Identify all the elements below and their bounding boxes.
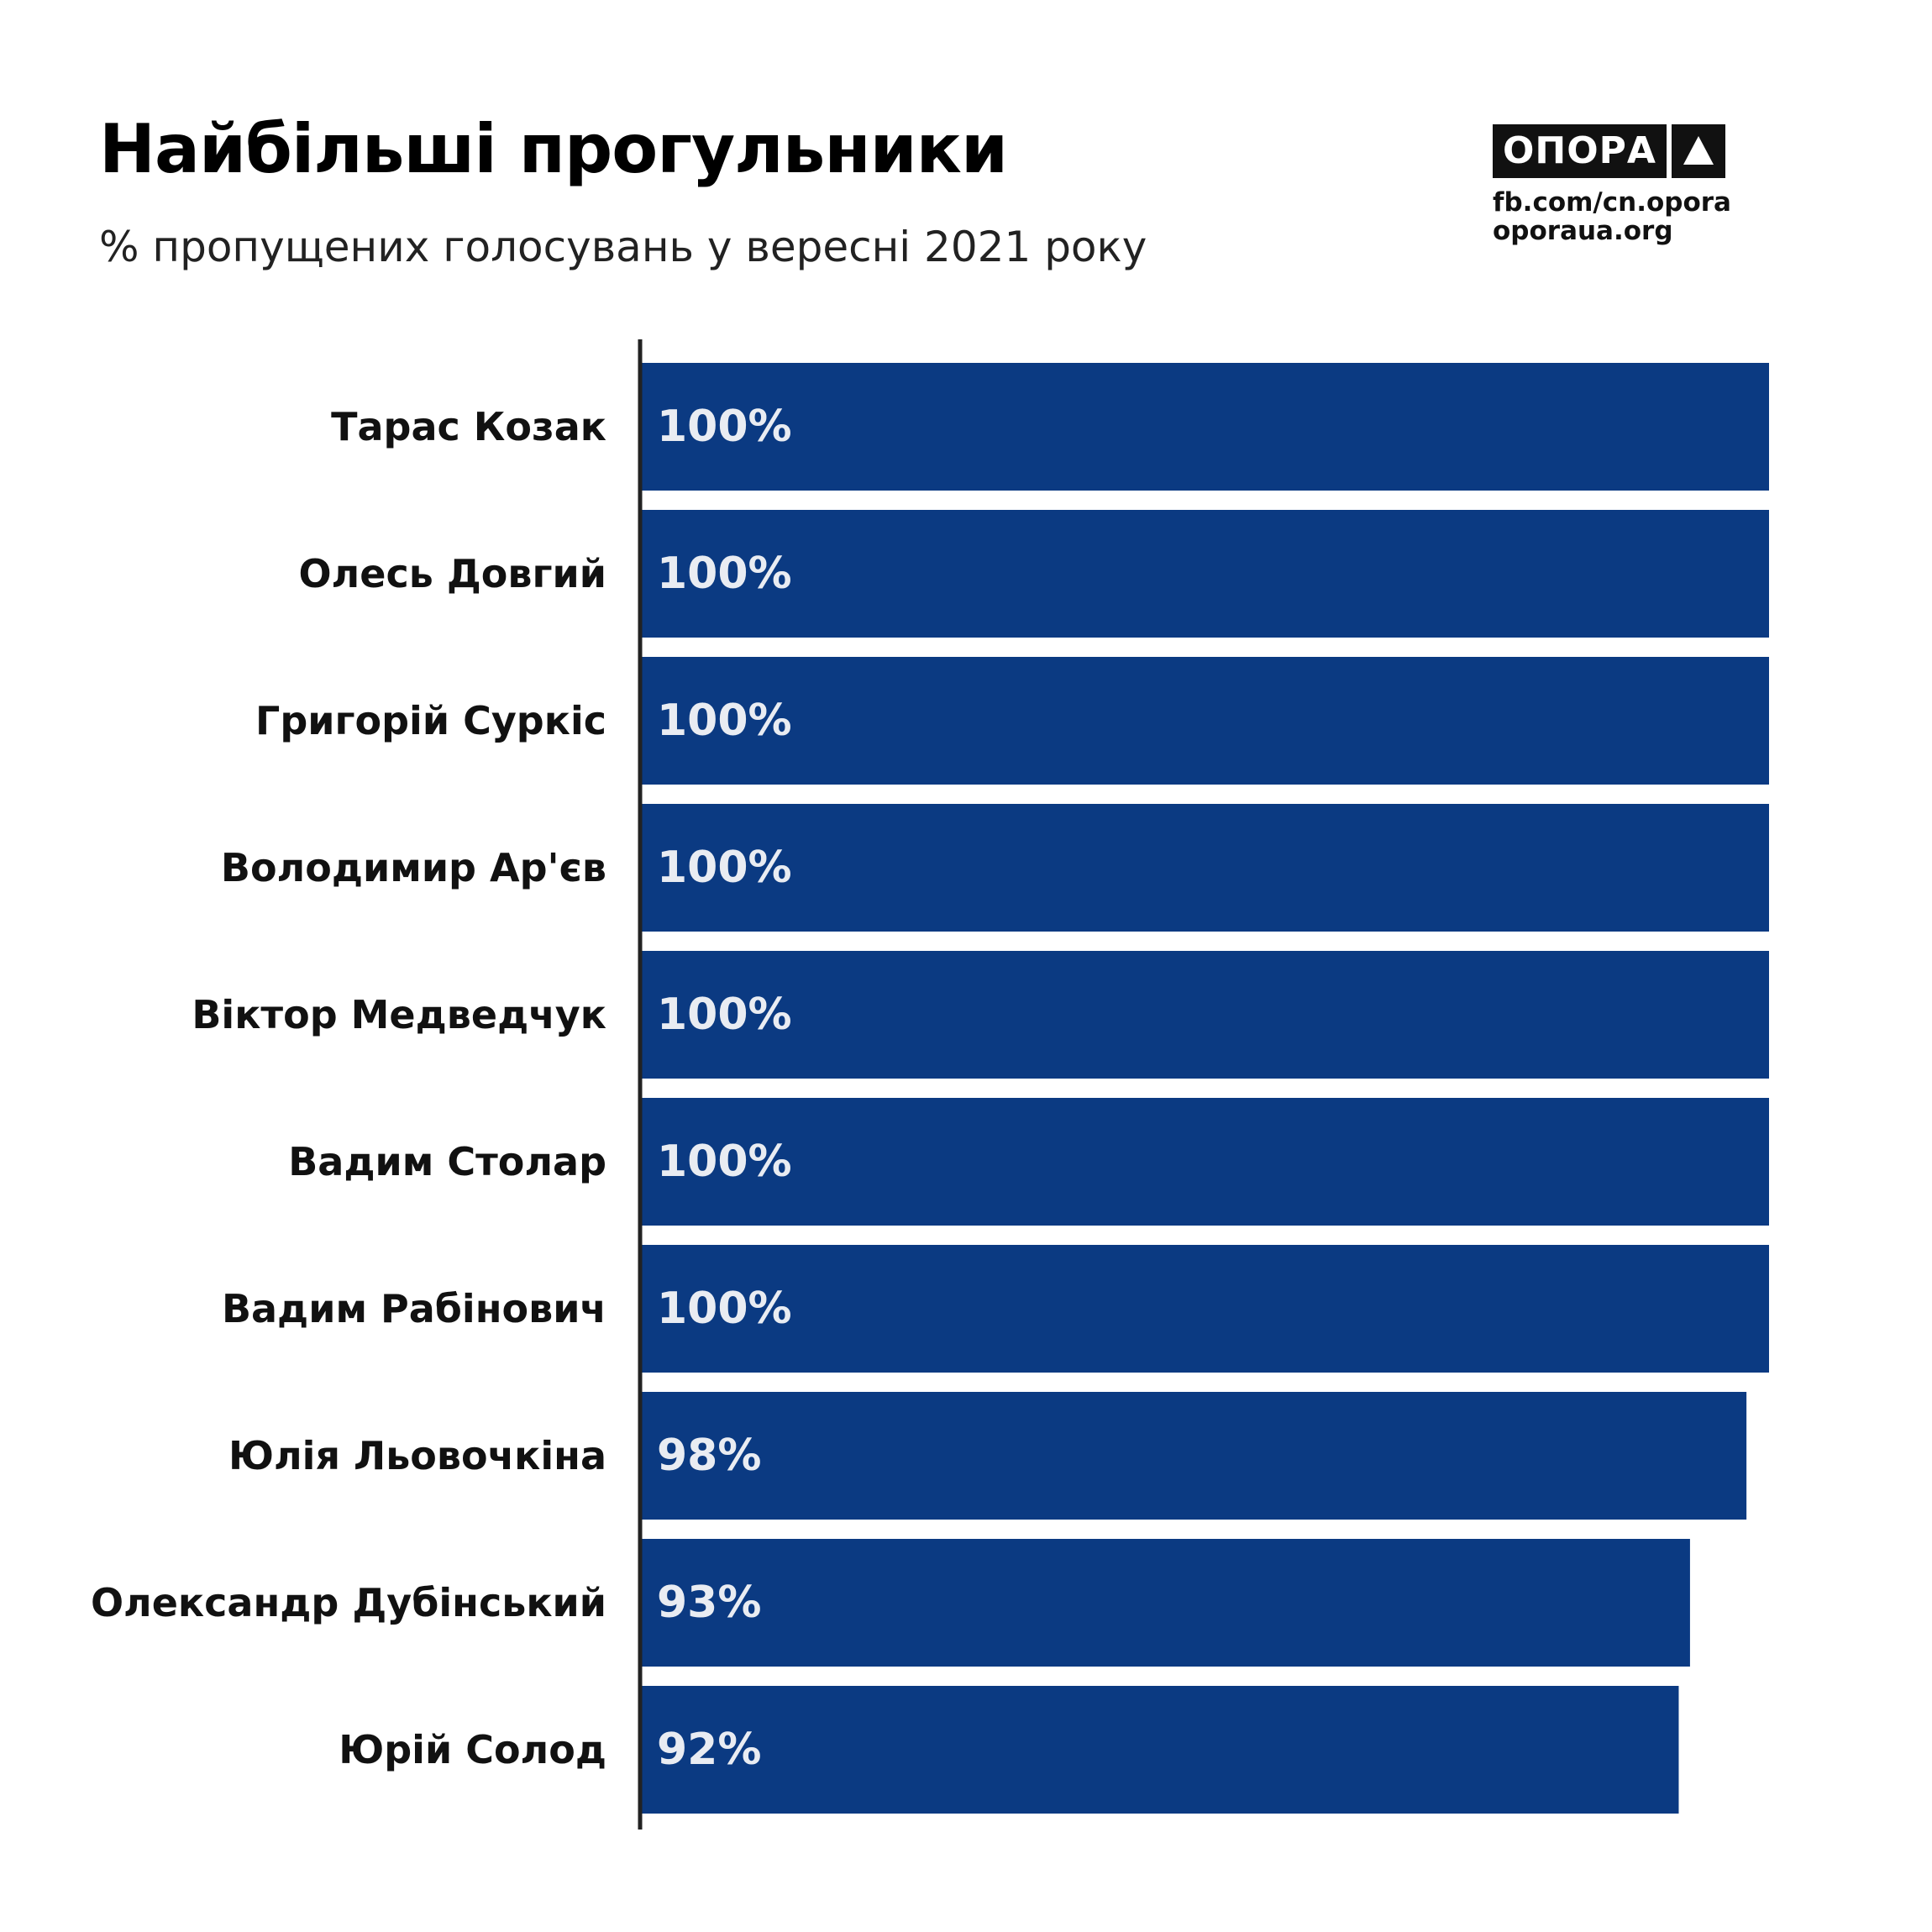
bar-2 xyxy=(640,510,1769,638)
bar-4 xyxy=(640,804,1769,932)
bar-3 xyxy=(640,657,1769,785)
bars-layer: Тарас Козак 100% Олесь Довгий 100% Григорій … xyxy=(91,363,1769,1814)
value-label: 92% xyxy=(657,1725,761,1775)
category-label: Юлія Льовочкіна xyxy=(228,1433,606,1478)
value-label: 100% xyxy=(657,1284,792,1334)
page-subtitle: % пропущених голосувань у вересні 2021 р… xyxy=(99,223,1147,271)
bar-6 xyxy=(640,1098,1769,1226)
facebook-link[interactable]: fb.com/cn.opora xyxy=(1493,187,1731,218)
category-label: Олесь Довгий xyxy=(298,551,606,596)
page-title: Найбільші прогульники xyxy=(99,110,1008,188)
brand-block: ОПОРА fb.com/cn.opora oporaua.org xyxy=(1493,124,1736,245)
category-label: Віктор Медведчук xyxy=(192,992,606,1037)
category-label: Вадим Рабінович xyxy=(222,1286,606,1331)
category-label: Володимир Ар'єв xyxy=(221,845,606,890)
bar-5 xyxy=(640,951,1769,1079)
value-label: 100% xyxy=(657,1137,792,1187)
value-label: 93% xyxy=(657,1578,761,1628)
category-label: Тарас Козак xyxy=(331,404,606,449)
logo-text: ОПОРА xyxy=(1493,124,1667,178)
category-label: Юрій Солод xyxy=(339,1727,606,1772)
bar-10 xyxy=(640,1686,1679,1814)
category-label: Григорій Суркіс xyxy=(255,698,606,743)
value-label: 100% xyxy=(657,549,792,599)
bar-7 xyxy=(640,1245,1769,1373)
value-label: 100% xyxy=(657,990,792,1040)
category-label: Вадим Столар xyxy=(288,1139,606,1184)
bar-1 xyxy=(640,363,1769,491)
opora-logo: ОПОРА xyxy=(1493,124,1736,178)
value-label: 100% xyxy=(657,696,792,746)
triangle-up-icon xyxy=(1671,124,1725,178)
bar-8 xyxy=(640,1392,1747,1520)
category-label: Олександр Дубінський xyxy=(91,1580,606,1625)
website-link[interactable]: oporaua.org xyxy=(1493,216,1673,246)
bar-9 xyxy=(640,1539,1690,1667)
value-label: 100% xyxy=(657,402,792,452)
value-label: 100% xyxy=(657,843,792,893)
value-label: 98% xyxy=(657,1431,761,1481)
